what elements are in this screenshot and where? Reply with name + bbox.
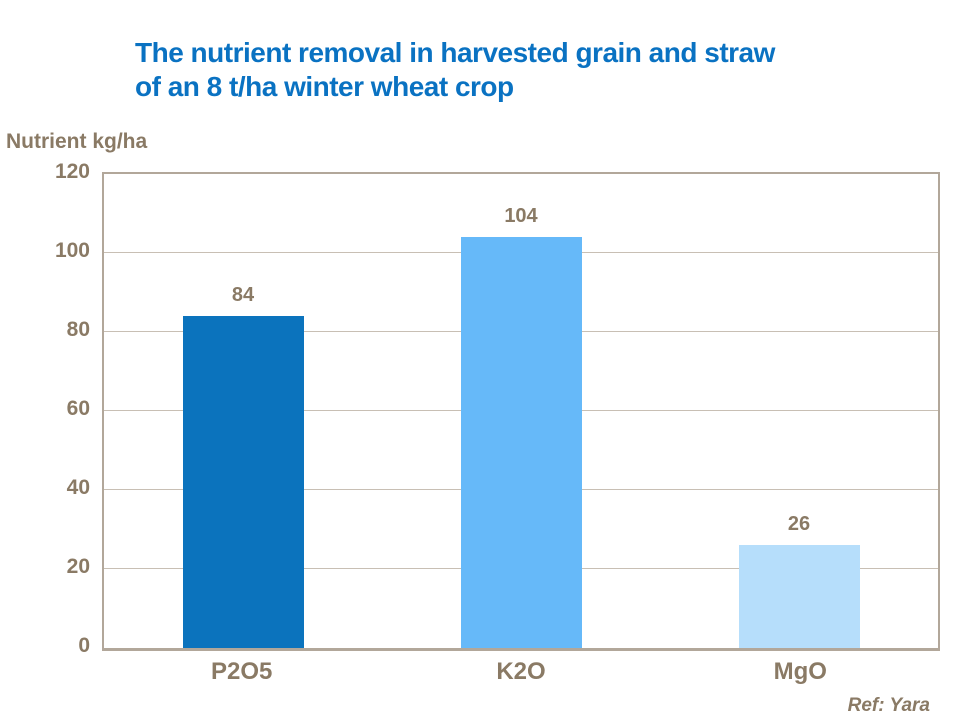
bar-p2o5 bbox=[182, 316, 304, 648]
bar-k2o bbox=[460, 237, 582, 648]
x-category-labels: P2O5 K2O MgO bbox=[102, 658, 940, 690]
bar-mgo bbox=[738, 545, 860, 648]
bar-value-label-mgo: 26 bbox=[787, 513, 811, 536]
y-tick-label-40: 40 bbox=[66, 476, 90, 499]
bar-value-label-p2o5: 84 bbox=[231, 284, 255, 307]
y-tick-label-80: 80 bbox=[66, 318, 90, 341]
chart-title: The nutrient removal in harvested grain … bbox=[135, 36, 925, 104]
y-tick-label-100: 100 bbox=[54, 239, 90, 262]
y-tick-label-60: 60 bbox=[66, 397, 90, 420]
y-axis-unit-label: Nutrient kg/ha bbox=[6, 130, 148, 153]
y-tick-label-0: 0 bbox=[78, 634, 90, 657]
x-category-label-k2o: K2O bbox=[496, 658, 546, 685]
y-tick-label-120: 120 bbox=[54, 160, 90, 183]
chart-title-line2: of an 8 t/ha winter wheat crop bbox=[135, 71, 514, 102]
chart-title-line1: The nutrient removal in harvested grain … bbox=[135, 37, 775, 68]
x-category-label-mgo: MgO bbox=[773, 658, 827, 685]
reference-note: Ref: Yara bbox=[847, 695, 930, 716]
plot-area: 84 104 26 bbox=[102, 172, 940, 651]
x-category-label-p2o5: P2O5 bbox=[210, 658, 273, 685]
y-tick-label-20: 20 bbox=[66, 555, 90, 578]
bar-value-label-k2o: 104 bbox=[504, 205, 538, 228]
